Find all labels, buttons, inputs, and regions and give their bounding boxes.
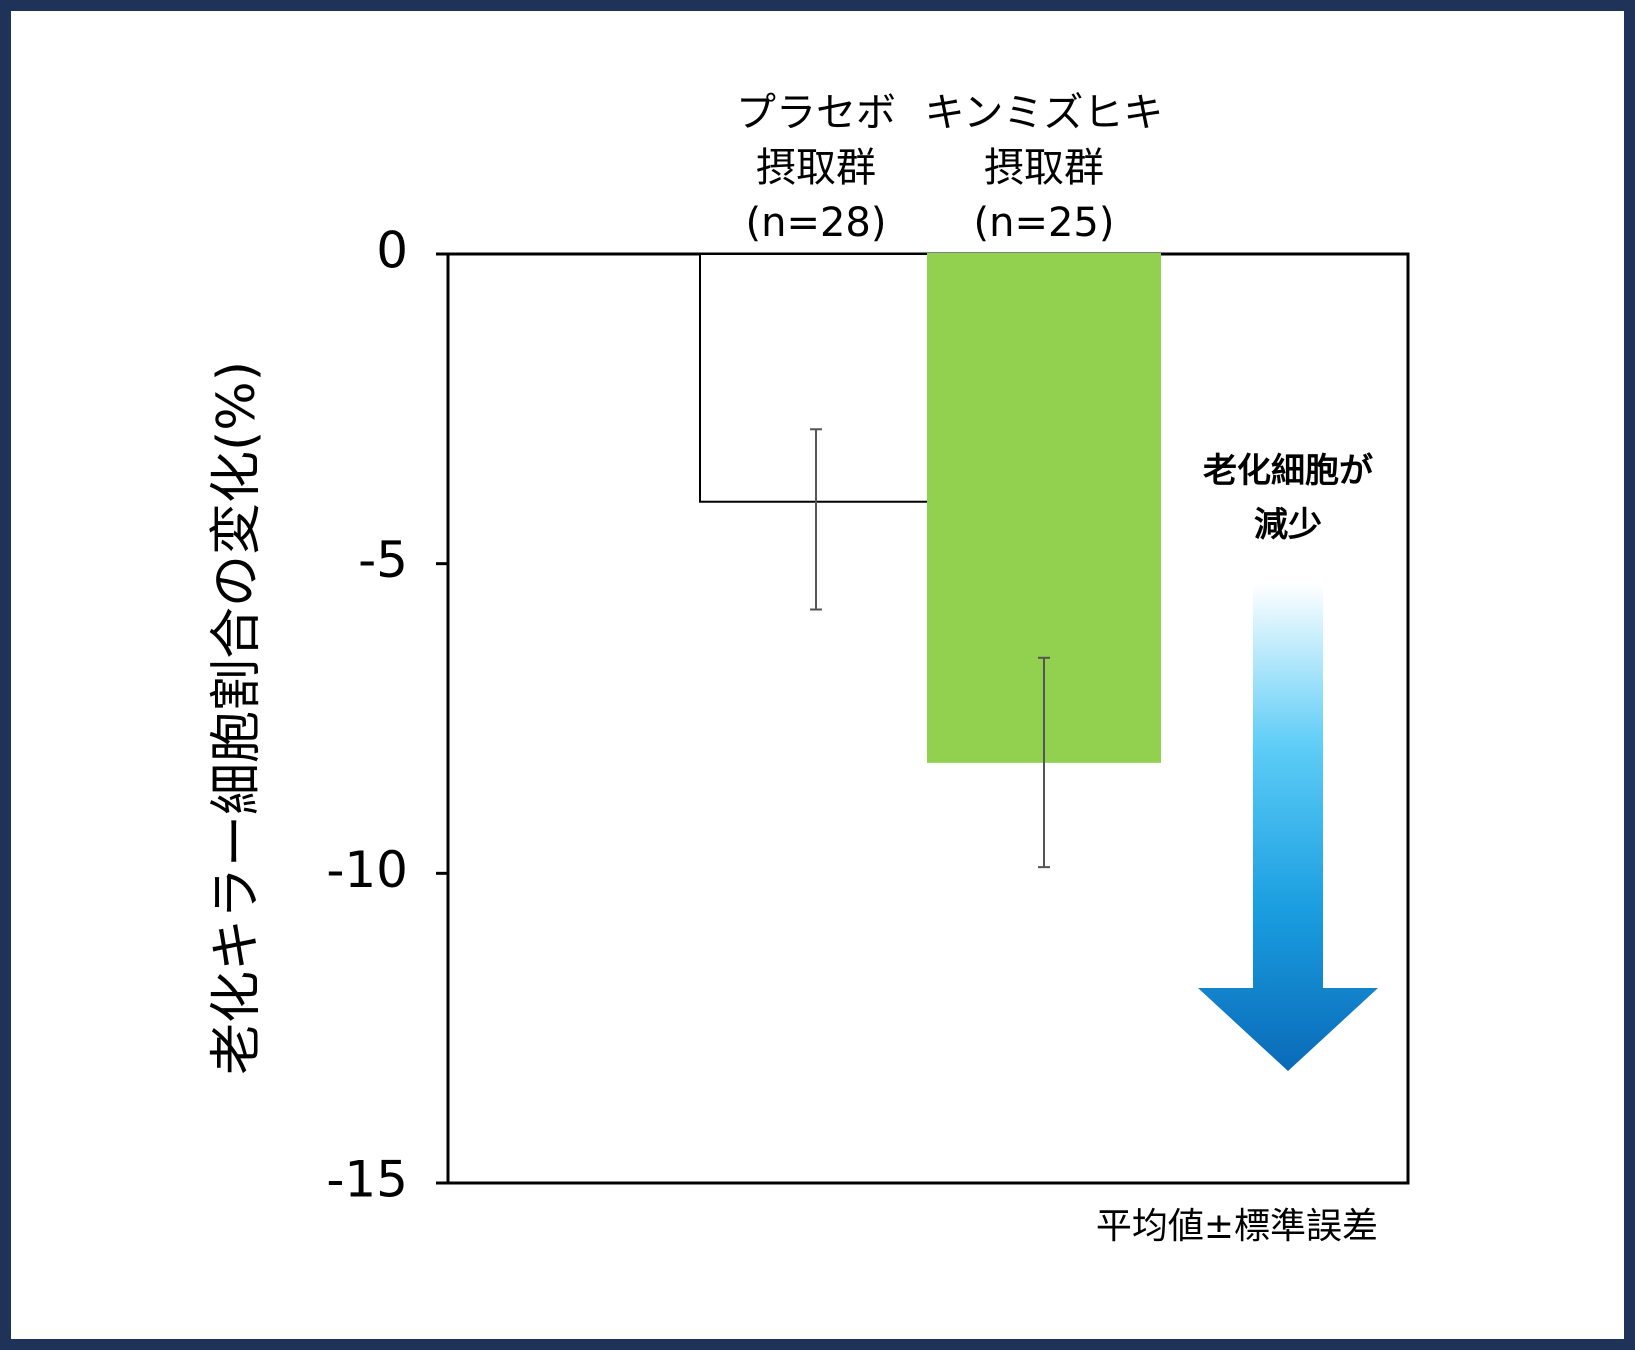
category-label-0-0: プラセボ [736, 90, 896, 136]
down-arrow-icon [1198, 583, 1378, 1071]
annotation-line-1: 老化細胞が [1203, 451, 1373, 491]
category-label-1-0: キンミズヒキ [925, 90, 1164, 136]
error-bar-0 [810, 428, 822, 611]
annotation-group: 老化細胞が 減少 [1198, 451, 1378, 1071]
category-label-1-2: (n=25) [974, 200, 1115, 246]
annotation-line-2: 減少 [1254, 505, 1322, 545]
category-label-0-2: (n=28) [746, 200, 887, 246]
category-label-1-1: 摂取群 [984, 145, 1104, 191]
y-tick-label-0: 0 [376, 222, 408, 280]
y-axis-label: 老化キラー細胞割合の変化(%) [207, 361, 267, 1075]
error-bar-note: 平均値±標準誤差 [1096, 1206, 1378, 1247]
error-bar-1 [1038, 656, 1050, 869]
y-tick-label-3: -15 [326, 1151, 408, 1209]
y-tick-label-1: -5 [358, 531, 408, 589]
category-label-0-1: 摂取群 [756, 145, 876, 191]
y-tick-label-2: -10 [326, 841, 408, 899]
